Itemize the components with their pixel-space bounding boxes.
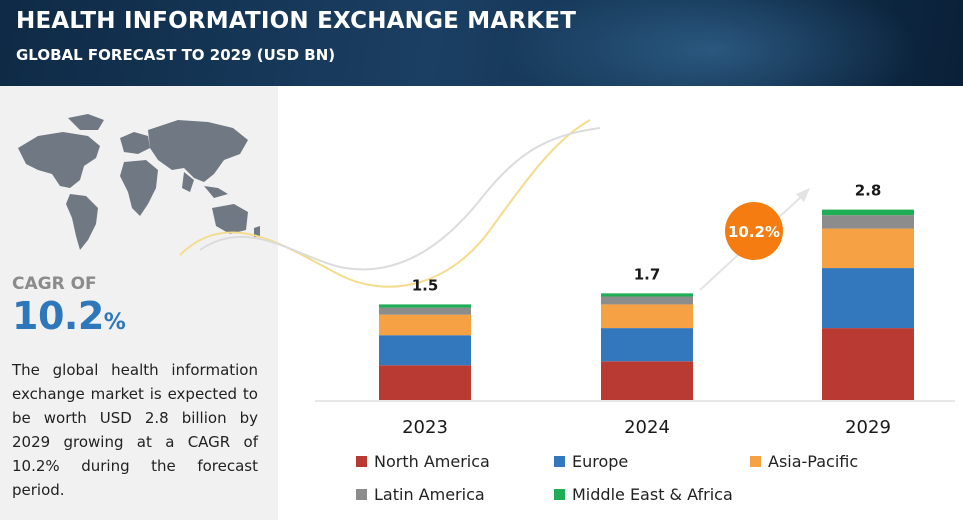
legend-swatch-asia-pacific [750, 456, 761, 467]
cagr-percent-sign: % [103, 310, 126, 335]
bar-2029-north-america [822, 328, 914, 400]
bar-2024-asia-pacific [601, 304, 693, 329]
legend-label-europe: Europe [572, 452, 629, 471]
bar-2029-asia-pacific [822, 228, 914, 269]
legend-item-europe: Europe [554, 452, 628, 471]
bar-2024-north-america [601, 361, 693, 400]
x-tick-label-2023: 2023 [402, 417, 448, 438]
bar-2029-europe [822, 268, 914, 329]
legend-item-north-america: North America [356, 452, 490, 471]
cagr-value: 10.2% [12, 294, 126, 338]
legend-swatch-middle-east-africa [554, 489, 565, 500]
bar-2023-middle-east-africa [379, 304, 471, 308]
legend-item-latin-america: Latin America [356, 485, 485, 504]
page-title: HEALTH INFORMATION EXCHANGE MARKET [16, 8, 577, 34]
bar-2023-asia-pacific [379, 314, 471, 336]
cagr-label: CAGR OF [12, 274, 97, 294]
bar-2024-europe [601, 328, 693, 362]
cagr-badge-label: 10.2% [728, 223, 780, 241]
bar-2024-latin-america [601, 296, 693, 305]
bar-2024-middle-east-africa [601, 293, 693, 297]
legend-label-asia-pacific: Asia-Pacific [768, 452, 859, 471]
legend-item-middle-east-africa: Middle East & Africa [554, 485, 733, 504]
x-tick-label-2029: 2029 [845, 417, 891, 438]
cagr-number: 10.2 [12, 294, 104, 338]
legend-swatch-europe [554, 456, 565, 467]
total-label-2024: 1.7 [634, 265, 661, 283]
bar-2023-latin-america [379, 307, 471, 315]
decorative-swoosh-gray [199, 127, 601, 271]
bar-2023-europe [379, 335, 471, 366]
total-label-2029: 2.8 [855, 182, 882, 200]
cagr-badge [725, 202, 783, 260]
bar-2023-north-america [379, 365, 471, 400]
market-description: The global health information exchange m… [12, 361, 258, 499]
bar-2029-middle-east-africa [822, 209, 914, 216]
growth-arrow-head [796, 188, 810, 202]
legend-label-north-america: North America [374, 452, 490, 471]
header-glow [503, 0, 923, 86]
legend-label-latin-america: Latin America [374, 485, 485, 504]
header-banner: HEALTH INFORMATION EXCHANGE MARKET GLOBA… [0, 0, 963, 86]
page-subtitle: GLOBAL FORECAST TO 2029 (USD BN) [16, 46, 336, 64]
legend-swatch-north-america [356, 456, 367, 467]
bar-2029-latin-america [822, 215, 914, 229]
legend-label-middle-east-africa: Middle East & Africa [572, 485, 733, 504]
legend-item-asia-pacific: Asia-Pacific [750, 452, 858, 471]
legend-swatch-latin-america [356, 489, 367, 500]
sidebar-panel: CAGR OF 10.2% The global health informat… [0, 86, 278, 520]
total-label-2023: 1.5 [412, 276, 439, 294]
decorative-swoosh-yellow [179, 119, 591, 288]
world-map-icon [18, 114, 260, 250]
chart-legend: North America Europe Asia-Pacific Latin Ame… [356, 452, 916, 512]
x-tick-label-2024: 2024 [624, 417, 670, 438]
